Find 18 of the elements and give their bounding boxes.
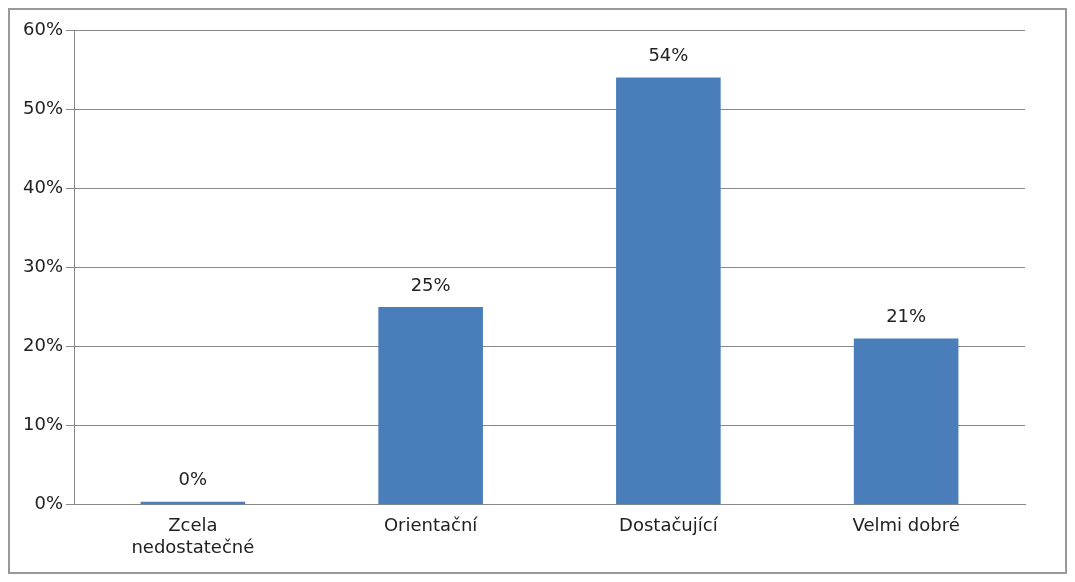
data-label: 21% bbox=[886, 305, 927, 327]
x-tick-label: Velmi dobré bbox=[852, 514, 960, 536]
bar bbox=[853, 338, 959, 505]
y-tick-label: 20% bbox=[22, 334, 64, 356]
y-tick-label: 10% bbox=[22, 413, 64, 435]
data-label: 25% bbox=[410, 273, 451, 295]
y-tick-label: 0% bbox=[34, 492, 64, 514]
y-tick-label: 60% bbox=[22, 17, 64, 39]
bar bbox=[616, 77, 721, 505]
y-tick-label: 50% bbox=[22, 96, 64, 118]
x-tick-label: Orientační bbox=[383, 514, 479, 536]
y-tick-label: 40% bbox=[22, 175, 64, 197]
x-tick-label: Zcela nedostatečné bbox=[131, 514, 255, 557]
x-tick-label: Dostačující bbox=[619, 514, 719, 536]
data-label: 0% bbox=[178, 468, 208, 490]
y-tick-label: 30% bbox=[22, 255, 64, 277]
data-label: 54% bbox=[648, 44, 689, 66]
bar bbox=[378, 306, 483, 505]
